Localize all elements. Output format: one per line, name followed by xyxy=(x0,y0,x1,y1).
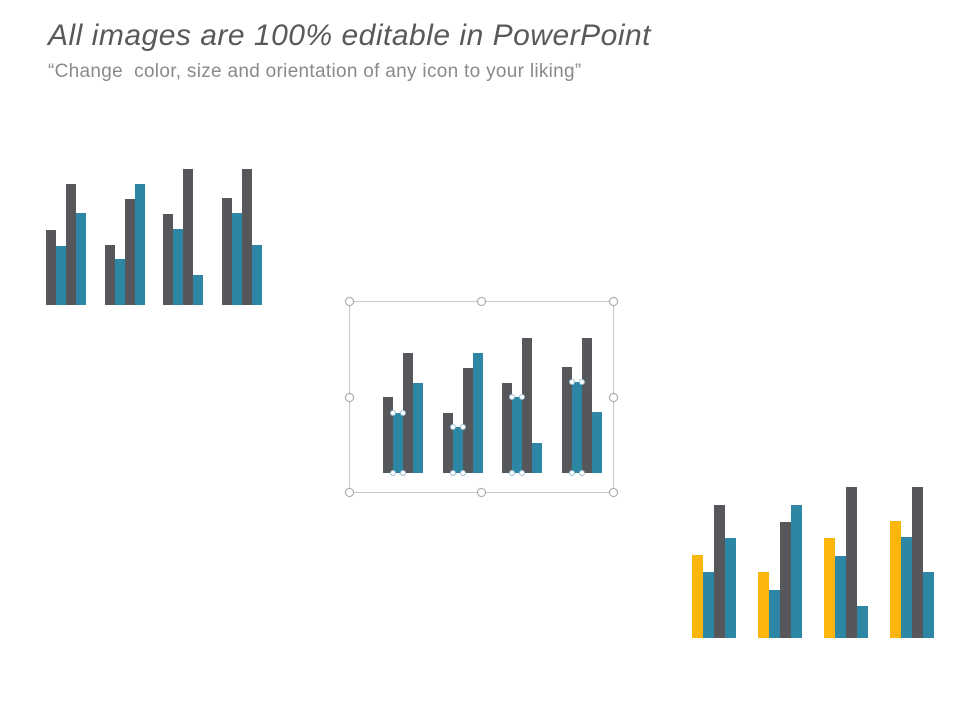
bar-chart-icon-bottom-right[interactable] xyxy=(692,487,934,638)
bar-chart-icon-top-left-group-4-bar-4[interactable] xyxy=(251,245,262,305)
bar-chart-icon-bottom-right-group-1-bar-3[interactable] xyxy=(714,505,725,638)
bar-chart-icon-bottom-right-group-4-bar-2[interactable] xyxy=(901,537,912,638)
bar-chart-icon-selected-group-2-bar-1[interactable] xyxy=(442,413,453,473)
bar-chart-icon-top-left-group-3-bar-3[interactable] xyxy=(183,169,194,305)
bar-chart-icon-selected[interactable] xyxy=(383,338,603,476)
bar-chart-icon-selected-group-1-bar-1[interactable] xyxy=(383,397,393,473)
bar-chart-icon-bottom-right-group-4-bar-3[interactable] xyxy=(912,487,923,638)
bar-chart-icon-top-left-group-4-bar-3[interactable] xyxy=(241,169,252,305)
bar-chart-icon-bottom-right-group-3-bar-4[interactable] xyxy=(857,606,868,638)
selection-handle-top-right[interactable] xyxy=(609,297,618,306)
selection-handle-top-middle[interactable] xyxy=(477,297,486,306)
bar-chart-icon-top-left-group-2-bar-1[interactable] xyxy=(104,245,115,305)
shape-vertex-handle[interactable] xyxy=(509,470,516,476)
bar-chart-icon-selected-group-1-bar-2[interactable] xyxy=(390,410,406,476)
bar-chart-icon-selected-group-3-bar-1[interactable] xyxy=(502,383,513,473)
bar-chart-icon-bottom-right-group-4-bar-1[interactable] xyxy=(890,521,901,638)
shape-vertex-handle[interactable] xyxy=(449,470,456,476)
bar-chart-icon-bottom-right-group-2-bar-3[interactable] xyxy=(780,522,791,638)
bar-chart-icon-top-left-group-2-bar-4[interactable] xyxy=(134,184,145,305)
bar-chart-icon-top-left-group-1-bar-3[interactable] xyxy=(66,184,76,305)
shape-vertex-handle[interactable] xyxy=(519,394,526,400)
shape-vertex-handle[interactable] xyxy=(519,470,526,476)
bar-chart-icon-selected-group-3-bar-2[interactable] xyxy=(509,394,526,476)
shape-vertex-handle[interactable] xyxy=(400,410,406,416)
bar-chart-icon-bottom-right-group-3-bar-3[interactable] xyxy=(846,487,857,638)
selection-handle-bottom-right[interactable] xyxy=(609,488,618,497)
selection-handle-middle-right[interactable] xyxy=(609,392,618,402)
bar-chart-icon-bottom-right-group-1-bar-2[interactable] xyxy=(703,572,714,638)
shape-vertex-handle[interactable] xyxy=(459,424,466,430)
bar-chart-icon-selected-group-4-bar-4[interactable] xyxy=(592,412,603,473)
bar-chart-icon-bottom-right-group-1-bar-1[interactable] xyxy=(692,555,703,638)
bar-chart-icon-top-left-group-3-bar-4[interactable] xyxy=(193,275,204,305)
bar-chart-icon-selected-group-2-bar-3[interactable] xyxy=(462,368,473,473)
bar-chart-icon-top-left-group-4-bar-2[interactable] xyxy=(231,213,242,305)
shape-vertex-handle[interactable] xyxy=(390,410,396,416)
bar-chart-icon-bottom-right-group-4-bar-4[interactable] xyxy=(923,572,934,638)
page-subtitle: “Change color, size and orientation of a… xyxy=(48,61,582,82)
shape-vertex-handle[interactable] xyxy=(400,470,406,476)
selection-box[interactable] xyxy=(345,297,618,497)
bar-chart-icon-selected-group-2-bar-2[interactable] xyxy=(449,424,466,476)
selection-handle-top-left[interactable] xyxy=(345,297,354,306)
bar-chart-icon-bottom-right-group-2-bar-4[interactable] xyxy=(791,505,802,638)
bar-chart-icon-selected-group-4-bar-1[interactable] xyxy=(562,367,573,473)
bar-chart-icon-bottom-right-group-3-bar-2[interactable] xyxy=(835,556,846,638)
shape-vertex-handle[interactable] xyxy=(569,470,576,476)
bar-chart-icon-top-left-group-3-bar-1[interactable] xyxy=(163,214,174,305)
bar-chart-icon-top-left-group-2-bar-3[interactable] xyxy=(124,199,135,305)
shape-vertex-handle[interactable] xyxy=(459,470,466,476)
selection-handle-bottom-middle[interactable] xyxy=(477,488,486,497)
shape-vertex-handle[interactable] xyxy=(579,379,586,385)
bar-chart-icon-bottom-right-group-1-bar-4[interactable] xyxy=(725,538,736,638)
bar-chart-icon-top-left-group-4-bar-1[interactable] xyxy=(221,198,232,305)
bar-chart-icon-top-left-group-1-bar-2[interactable] xyxy=(56,246,66,305)
bar-chart-icon-selected-group-1-bar-3[interactable] xyxy=(403,353,413,473)
bar-chart-icon-bottom-right-group-2-bar-1[interactable] xyxy=(758,572,769,638)
bar-chart-icon-top-left-group-1-bar-1[interactable] xyxy=(46,230,56,305)
bar-chart-icon-selected-group-4-bar-3[interactable] xyxy=(582,338,593,473)
shape-vertex-handle[interactable] xyxy=(390,470,396,476)
bar-chart-icon-top-left[interactable] xyxy=(46,169,262,305)
shape-vertex-handle[interactable] xyxy=(579,470,586,476)
bar-chart-icon-selected-group-3-bar-3[interactable] xyxy=(522,338,533,473)
page-title: All images are 100% editable in PowerPoi… xyxy=(48,19,651,52)
bar-chart-icon-selected-group-3-bar-4[interactable] xyxy=(532,443,543,473)
bar-chart-icon-top-left-group-1-bar-4[interactable] xyxy=(76,213,86,305)
shape-vertex-handle[interactable] xyxy=(569,379,576,385)
bar-chart-icon-top-left-group-2-bar-2[interactable] xyxy=(114,259,125,305)
bar-chart-icon-selected-group-4-bar-2[interactable] xyxy=(569,379,586,476)
bar-chart-icon-selected-group-1-bar-4[interactable] xyxy=(413,383,423,473)
bar-chart-icon-selected-group-2-bar-4[interactable] xyxy=(472,353,483,473)
bar-chart-icon-bottom-right-group-3-bar-1[interactable] xyxy=(824,538,835,638)
selection-handle-bottom-left[interactable] xyxy=(345,488,354,497)
selection-handle-middle-left[interactable] xyxy=(345,392,354,402)
bar-chart-icon-top-left-group-3-bar-2[interactable] xyxy=(173,229,184,305)
bar-chart-icon-bottom-right-group-2-bar-2[interactable] xyxy=(769,590,780,638)
shape-vertex-handle[interactable] xyxy=(449,424,456,430)
shape-vertex-handle[interactable] xyxy=(509,394,516,400)
